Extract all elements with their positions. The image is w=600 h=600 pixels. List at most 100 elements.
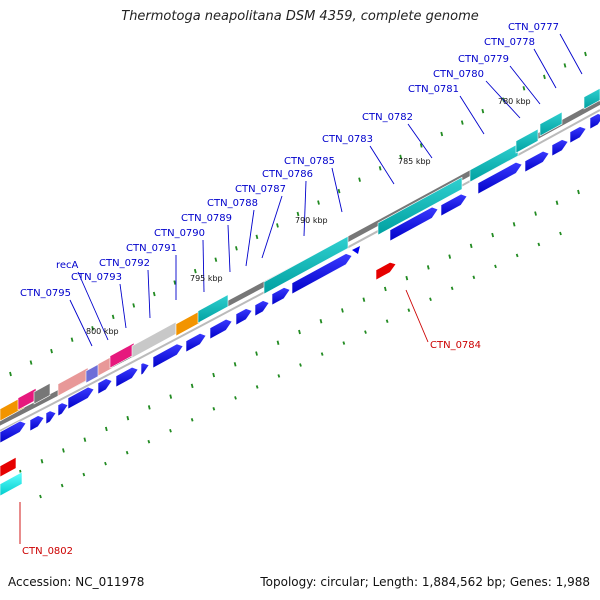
tick-mark <box>481 108 485 114</box>
tick-mark <box>378 166 382 171</box>
cds-arrow <box>45 410 57 425</box>
tick-mark <box>125 450 129 455</box>
tick-mark <box>522 86 526 91</box>
tick-mark <box>429 297 432 302</box>
tick-mark <box>277 374 281 378</box>
tick-mark <box>577 189 580 195</box>
reverse-cds-arrow <box>0 456 17 478</box>
tick-label-795: 795 kbp <box>190 274 223 283</box>
tick-mark <box>385 319 389 323</box>
leader-line <box>227 224 231 273</box>
cds-arrow <box>589 113 600 130</box>
feature-box <box>377 176 463 236</box>
tick-mark <box>132 303 136 308</box>
tick-mark <box>60 483 64 488</box>
tick-mark <box>104 426 108 432</box>
tick-mark <box>317 200 320 205</box>
tick-mark <box>450 286 454 291</box>
tick-mark <box>298 329 301 335</box>
leader-line <box>485 80 521 119</box>
tick-mark <box>460 120 464 125</box>
tick-mark <box>147 405 151 410</box>
feature-box <box>469 143 519 183</box>
tick-mark <box>358 177 361 182</box>
cds-arrow <box>291 253 353 295</box>
tick-mark <box>82 472 86 477</box>
leader-line <box>119 283 127 329</box>
tick-mark <box>342 341 346 345</box>
accession-text: Accession: NC_011978 <box>8 575 145 589</box>
cds-arrow <box>271 287 291 306</box>
leader-line <box>77 271 109 341</box>
tick-mark <box>534 211 537 216</box>
tick-mark <box>9 371 12 377</box>
gene-label-ctn-0791: CTN_0791 <box>126 243 177 254</box>
tick-mark <box>29 360 33 365</box>
tick-mark <box>491 232 495 238</box>
leader-line <box>407 123 433 159</box>
tick-mark <box>152 291 156 297</box>
leader-line <box>147 269 151 319</box>
gene-label-ctn-0789: CTN_0789 <box>181 213 232 224</box>
label-leaders <box>19 33 583 544</box>
leader-line <box>69 299 93 347</box>
tick-mark <box>234 396 237 400</box>
tick-mark <box>399 154 403 160</box>
tick-mark <box>337 188 341 194</box>
map-title: Thermotoga neapolitana DSM 4359, complet… <box>121 9 479 24</box>
cds-arrow <box>57 402 69 417</box>
gene-label-ctn-0784: CTN_0784 <box>430 340 481 351</box>
cds-arrow <box>389 206 439 242</box>
tick-mark <box>472 275 476 280</box>
tick-mark <box>407 308 411 312</box>
gene-label-ctn-0782: CTN_0782 <box>362 112 413 123</box>
leader-line <box>459 95 485 135</box>
feature-box <box>539 111 563 137</box>
leader-line <box>303 180 307 237</box>
tick-mark <box>111 314 115 320</box>
cds-arrow <box>551 139 569 157</box>
cds-arrow <box>97 378 113 395</box>
tick-mark <box>193 268 197 274</box>
leader-line <box>559 33 583 75</box>
gene-label-ctn-0802: CTN_0802 <box>22 546 73 557</box>
tick-mark <box>405 275 409 281</box>
tick-mark <box>214 257 218 262</box>
tick-mark <box>255 234 259 240</box>
tick-mark <box>212 407 216 411</box>
leader-line <box>369 145 395 185</box>
tick-mark <box>364 330 367 334</box>
leader-line <box>405 289 429 343</box>
tick-mark <box>537 242 541 247</box>
tick-mark <box>126 415 130 421</box>
cds-arrow <box>524 150 550 173</box>
tick-mark <box>104 461 107 466</box>
tick-mark <box>50 348 53 354</box>
gene-label-ctn-0781: CTN_0781 <box>408 84 459 95</box>
tick-mark <box>62 448 65 453</box>
cds-arrow <box>152 343 184 369</box>
leader-line <box>202 239 205 293</box>
reverse-cds-arrow <box>375 262 397 281</box>
tick-mark <box>83 437 87 442</box>
gene-label-ctn-0792: CTN_0792 <box>99 258 150 269</box>
tick-mark <box>276 223 279 228</box>
tick-mark <box>39 494 42 499</box>
leader-line <box>261 195 283 259</box>
feature-box <box>197 294 229 324</box>
cds-arrow <box>0 420 27 444</box>
cds-arrow <box>115 366 139 388</box>
gene-label-ctn-0783: CTN_0783 <box>322 134 373 145</box>
gene-label-ctn-0793: CTN_0793 <box>71 272 122 283</box>
tick-mark <box>235 246 238 251</box>
tick-mark <box>173 280 177 285</box>
tick-mark <box>426 265 430 270</box>
tick-mark <box>419 143 423 148</box>
gene-label-ctn-0786: CTN_0786 <box>262 169 313 180</box>
tick-mark <box>190 383 194 389</box>
tick-mark <box>40 459 44 464</box>
tick-mark <box>469 243 473 249</box>
cds-arrow <box>209 318 233 340</box>
tick-mark <box>559 231 562 236</box>
